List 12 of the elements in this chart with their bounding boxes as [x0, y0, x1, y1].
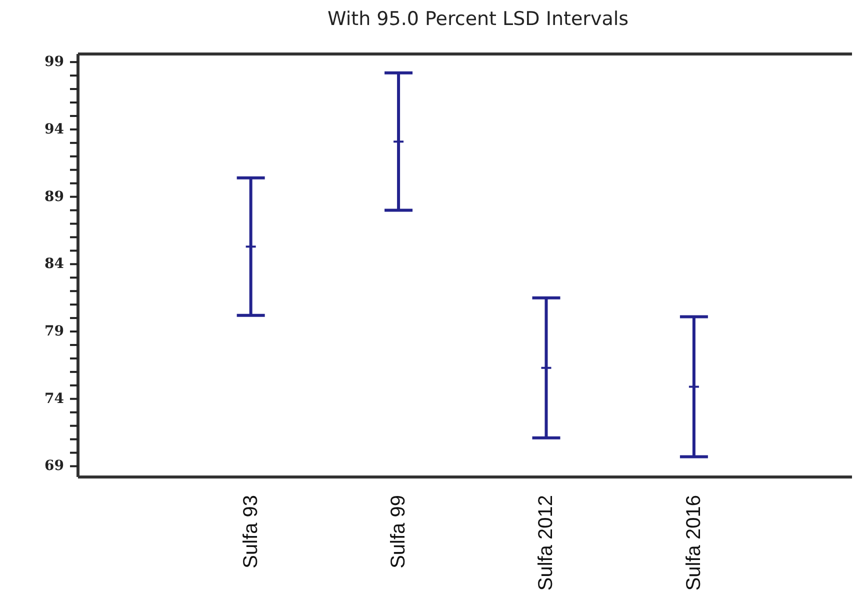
- y-tick-label: 69: [44, 458, 64, 474]
- y-tick-label: 89: [44, 188, 64, 205]
- y-tick-label: 79: [44, 324, 64, 340]
- y-tick-label: 84: [44, 256, 64, 272]
- x-tick-label: Sulfa 99: [388, 495, 410, 568]
- x-tick-label: Sulfa 2016: [682, 495, 705, 591]
- chart-title: With 95.0 Percent LSD Intervals: [326, 8, 630, 32]
- x-tick-label: Sulfa 93: [240, 495, 262, 568]
- y-tick-label: 74: [44, 390, 64, 407]
- y-tick-label: 99: [44, 54, 64, 70]
- x-tick-label: Sulfa 2012: [535, 495, 558, 591]
- y-tick-label: 94: [44, 121, 64, 138]
